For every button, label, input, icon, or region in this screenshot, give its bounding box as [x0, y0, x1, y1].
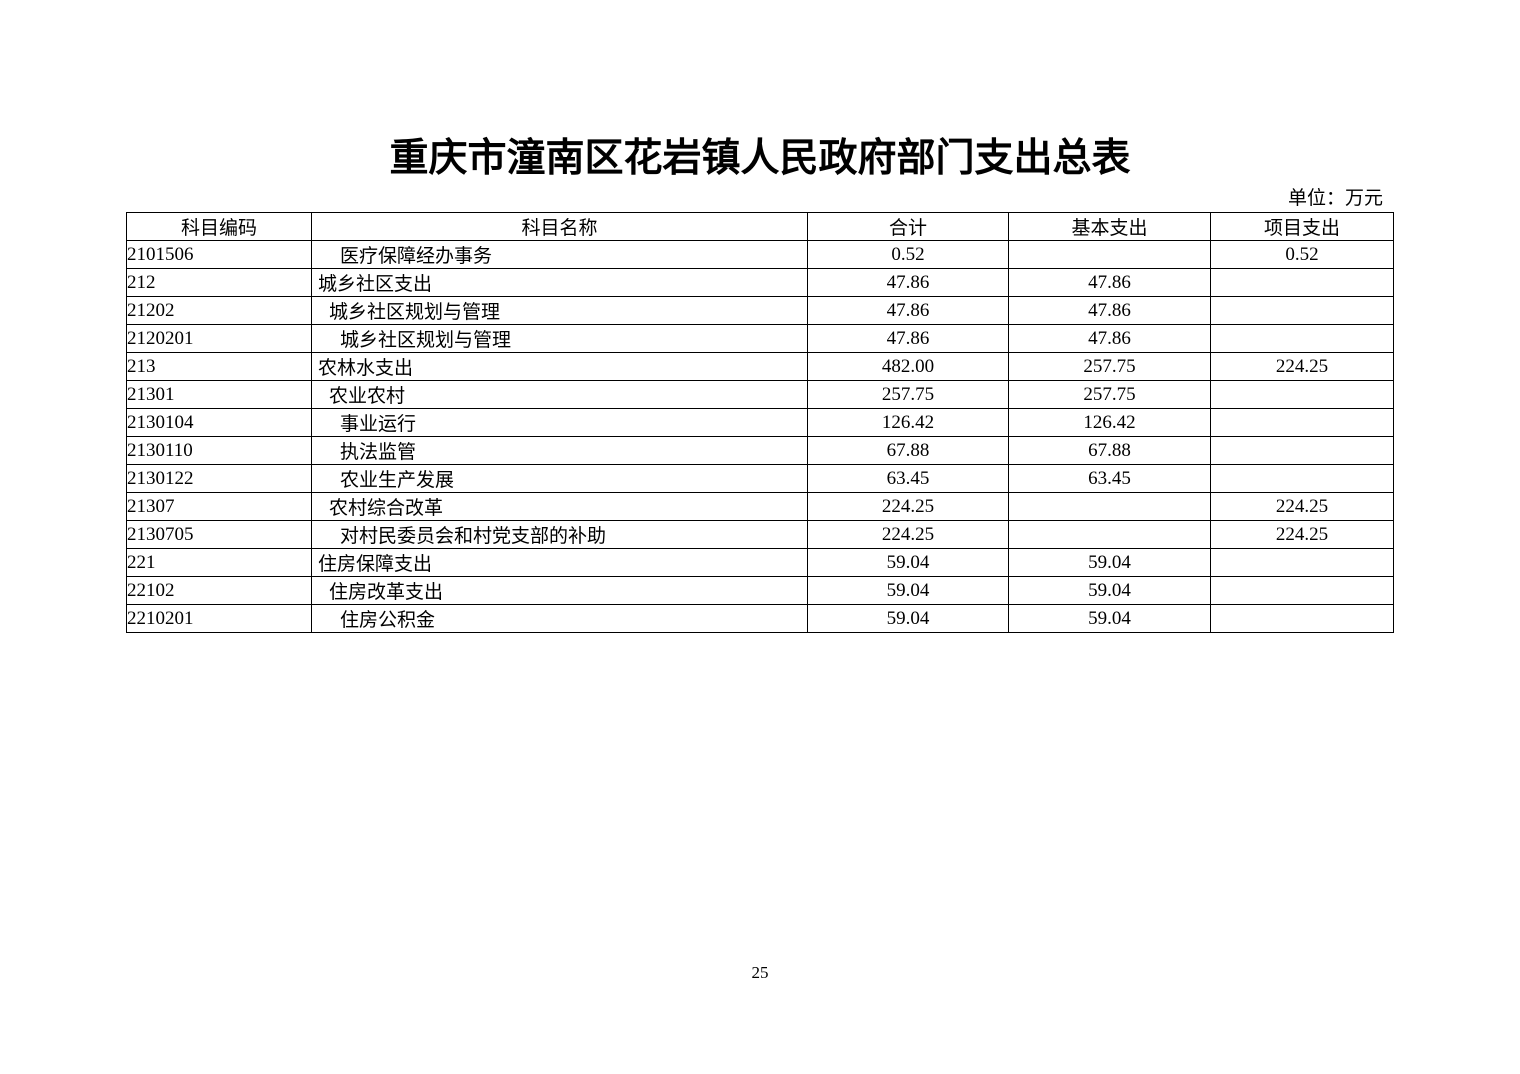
table-row: 2130104 事业运行 126.42 126.42 — [126, 408, 1394, 437]
cell-subject-code: 21301 — [126, 380, 312, 409]
cell-subject-code: 2210201 — [126, 604, 312, 633]
table-row: 21202 城乡社区规划与管理 47.86 47.86 — [126, 296, 1394, 325]
cell-project-expense — [1210, 324, 1394, 353]
cell-project-expense — [1210, 408, 1394, 437]
table-row: 2130705 对村民委员会和村党支部的补助 224.25 224.25 — [126, 520, 1394, 549]
cell-project-expense — [1210, 576, 1394, 605]
table-body: 2101506 医疗保障经办事务 0.52 0.52 212 城乡社区支出 47… — [126, 240, 1394, 633]
cell-basic-expense: 59.04 — [1008, 548, 1211, 577]
table-row: 2130110 执法监管 67.88 67.88 — [126, 436, 1394, 465]
cell-subject-name: 农业生产发展 — [311, 464, 808, 493]
cell-project-expense: 224.25 — [1210, 492, 1394, 521]
header-cell-project: 项目支出 — [1210, 212, 1394, 241]
cell-basic-expense: 59.04 — [1008, 604, 1211, 633]
cell-basic-expense: 126.42 — [1008, 408, 1211, 437]
cell-total: 59.04 — [807, 548, 1009, 577]
cell-project-expense: 224.25 — [1210, 520, 1394, 549]
cell-subject-code: 2130122 — [126, 464, 312, 493]
table-row: 213 农林水支出 482.00 257.75 224.25 — [126, 352, 1394, 381]
cell-total: 47.86 — [807, 324, 1009, 353]
header-cell-name: 科目名称 — [311, 212, 808, 241]
cell-total: 224.25 — [807, 492, 1009, 521]
cell-subject-code: 2130705 — [126, 520, 312, 549]
cell-project-expense — [1210, 464, 1394, 493]
page-title: 重庆市潼南区花岩镇人民政府部门支出总表 — [389, 137, 1131, 180]
cell-basic-expense — [1008, 492, 1211, 521]
cell-subject-code: 21202 — [126, 296, 312, 325]
cell-total: 59.04 — [807, 576, 1009, 605]
table-row: 2130122 农业生产发展 63.45 63.45 — [126, 464, 1394, 493]
cell-project-expense — [1210, 436, 1394, 465]
cell-subject-name: 住房改革支出 — [311, 576, 808, 605]
table-row: 22102 住房改革支出 59.04 59.04 — [126, 576, 1394, 605]
cell-subject-name: 执法监管 — [311, 436, 808, 465]
cell-subject-name: 事业运行 — [311, 408, 808, 437]
cell-total: 59.04 — [807, 604, 1009, 633]
header-cell-code: 科目编码 — [126, 212, 312, 241]
cell-basic-expense: 257.75 — [1008, 380, 1211, 409]
cell-total: 126.42 — [807, 408, 1009, 437]
cell-subject-code: 2130110 — [126, 436, 312, 465]
cell-subject-name: 住房公积金 — [311, 604, 808, 633]
cell-project-expense — [1210, 296, 1394, 325]
header-cell-total: 合计 — [807, 212, 1009, 241]
cell-total: 257.75 — [807, 380, 1009, 409]
cell-subject-code: 2101506 — [126, 240, 312, 269]
cell-subject-code: 221 — [126, 548, 312, 577]
table-row: 212 城乡社区支出 47.86 47.86 — [126, 268, 1394, 297]
cell-subject-name: 农林水支出 — [311, 352, 808, 381]
cell-basic-expense — [1008, 240, 1211, 269]
cell-subject-name: 对村民委员会和村党支部的补助 — [311, 520, 808, 549]
cell-basic-expense: 47.86 — [1008, 296, 1211, 325]
cell-subject-code: 2120201 — [126, 324, 312, 353]
table-row: 2120201 城乡社区规划与管理 47.86 47.86 — [126, 324, 1394, 353]
cell-subject-name: 农村综合改革 — [311, 492, 808, 521]
cell-basic-expense: 257.75 — [1008, 352, 1211, 381]
table-row: 21301 农业农村 257.75 257.75 — [126, 380, 1394, 409]
page-number: 25 — [751, 963, 769, 982]
cell-basic-expense: 63.45 — [1008, 464, 1211, 493]
cell-project-expense — [1210, 380, 1394, 409]
cell-total: 63.45 — [807, 464, 1009, 493]
table-header-row: 科目编码 科目名称 合计 基本支出 项目支出 — [126, 212, 1394, 241]
table-row: 21307 农村综合改革 224.25 224.25 — [126, 492, 1394, 521]
cell-subject-name: 医疗保障经办事务 — [311, 240, 808, 269]
cell-basic-expense — [1008, 520, 1211, 549]
unit-label: 单位：万元 — [1287, 188, 1383, 209]
cell-project-expense: 224.25 — [1210, 352, 1394, 381]
cell-subject-code: 21307 — [126, 492, 312, 521]
cell-total: 224.25 — [807, 520, 1009, 549]
cell-subject-name: 城乡社区支出 — [311, 268, 808, 297]
cell-total: 47.86 — [807, 268, 1009, 297]
cell-subject-code: 22102 — [126, 576, 312, 605]
cell-subject-name: 住房保障支出 — [311, 548, 808, 577]
cell-subject-code: 213 — [126, 352, 312, 381]
cell-subject-code: 212 — [126, 268, 312, 297]
header-cell-basic: 基本支出 — [1008, 212, 1211, 241]
cell-subject-name: 城乡社区规划与管理 — [311, 296, 808, 325]
cell-project-expense — [1210, 548, 1394, 577]
cell-basic-expense: 47.86 — [1008, 324, 1211, 353]
cell-subject-name: 城乡社区规划与管理 — [311, 324, 808, 353]
table-row: 221 住房保障支出 59.04 59.04 — [126, 548, 1394, 577]
cell-basic-expense: 67.88 — [1008, 436, 1211, 465]
cell-subject-name: 农业农村 — [311, 380, 808, 409]
cell-project-expense: 0.52 — [1210, 240, 1394, 269]
expenditure-table: 科目编码 科目名称 合计 基本支出 项目支出 2101506 医疗保障经办事务 … — [126, 212, 1394, 633]
cell-total: 482.00 — [807, 352, 1009, 381]
cell-total: 0.52 — [807, 240, 1009, 269]
table-row: 2210201 住房公积金 59.04 59.04 — [126, 604, 1394, 633]
table-row: 2101506 医疗保障经办事务 0.52 0.52 — [126, 240, 1394, 269]
cell-project-expense — [1210, 268, 1394, 297]
cell-total: 67.88 — [807, 436, 1009, 465]
cell-total: 47.86 — [807, 296, 1009, 325]
cell-basic-expense: 59.04 — [1008, 576, 1211, 605]
cell-project-expense — [1210, 604, 1394, 633]
cell-basic-expense: 47.86 — [1008, 268, 1211, 297]
cell-subject-code: 2130104 — [126, 408, 312, 437]
